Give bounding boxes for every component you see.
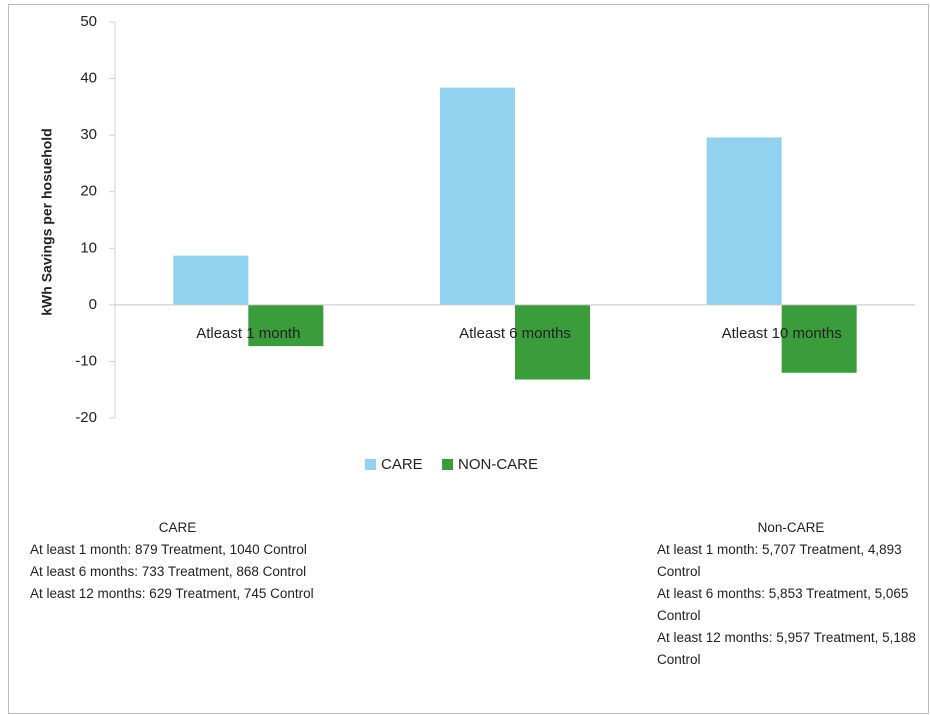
note-line: At least 12 months: 629 Treatment, 745 C… — [30, 586, 314, 601]
x-tick-label: Atleast 10 months — [722, 325, 842, 342]
note-line: At least 1 month: 879 Treatment, 1040 Co… — [30, 542, 307, 557]
bar — [706, 137, 782, 305]
frame — [8, 4, 929, 714]
y-tick-label: 50 — [80, 13, 97, 30]
y-tick-label: 40 — [80, 70, 97, 87]
legend-label: NON-CARE — [458, 456, 538, 473]
y-tick-label: 10 — [80, 239, 97, 256]
x-tick-label: Atleast 1 month — [196, 325, 300, 342]
bar — [781, 304, 857, 373]
note-block: Non-CARE At least 1 month: 5,707 Treatmen… — [657, 517, 925, 671]
note-line: At least 6 months: 5,853 Treatment, 5,06… — [657, 586, 909, 623]
legend-swatch — [365, 459, 376, 470]
note-line: At least 6 months: 733 Treatment, 868 Co… — [30, 564, 307, 579]
bar — [173, 255, 249, 305]
bar — [440, 87, 515, 305]
legend-label: CARE — [381, 456, 423, 473]
note-title: Non-CARE — [757, 520, 825, 535]
note-line: At least 12 months: 5,957 Treatment, 5,1… — [657, 630, 916, 667]
y-tick-label: 0 — [89, 296, 97, 313]
bar — [515, 304, 590, 380]
note-block: CARE At least 1 month: 879 Treatment, 104… — [30, 517, 325, 605]
y-tick-label: 30 — [80, 126, 97, 143]
note-line: At least 1 month: 5,707 Treatment, 4,893… — [657, 542, 902, 579]
legend-swatch — [442, 459, 453, 470]
y-tick-label: -20 — [75, 409, 97, 426]
bar — [248, 304, 324, 347]
y-axis-label: kWh Savings per hosuehold — [39, 128, 55, 315]
note-title: CARE — [158, 520, 197, 535]
y-tick-label: -10 — [75, 352, 97, 369]
x-tick-label: Atleast 6 months — [459, 325, 571, 342]
y-tick-label: 20 — [80, 183, 97, 200]
